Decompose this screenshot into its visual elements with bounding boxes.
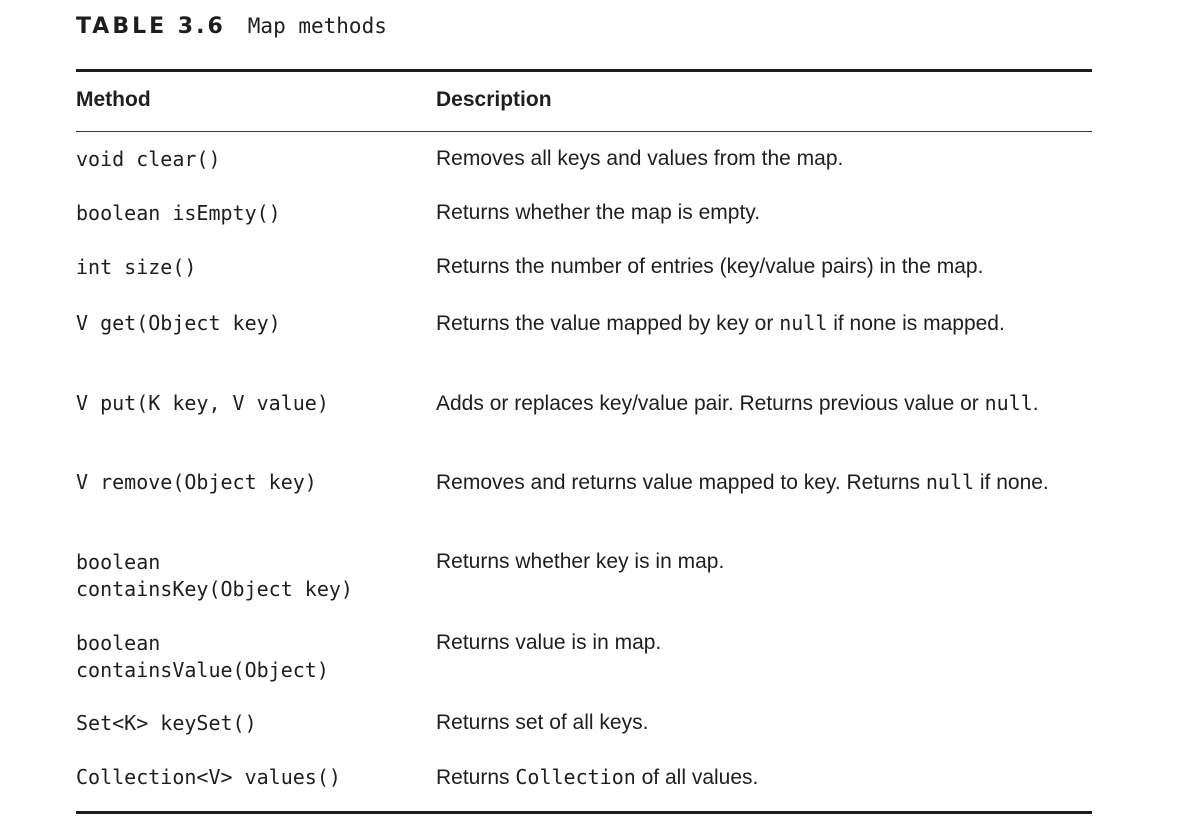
method-line: Set<K> keySet() <box>76 711 257 735</box>
description-cell: Returns whether key is in map. <box>436 549 1086 575</box>
collection-keyword: Collection <box>515 765 636 789</box>
description-text: Returns the value mapped by key or <box>436 312 780 335</box>
description-cell: Returns set of all keys. <box>436 710 1086 736</box>
description-text: Adds or replaces key/value pair. Returns… <box>436 392 985 415</box>
description-text: if none. <box>974 471 1049 494</box>
table-bottom-rule <box>76 811 1092 814</box>
method-cell: boolean containsValue(Object) <box>76 630 426 684</box>
description-text: of all values. <box>635 766 759 789</box>
description-text: if none is mapped. <box>827 312 1005 335</box>
method-cell: void clear() <box>76 146 426 173</box>
table-caption: TABLE 3.6 Map methods <box>76 14 387 39</box>
description-cell: Returns Collection of all values. <box>436 764 1086 791</box>
null-keyword: null <box>984 391 1033 415</box>
table-top-rule <box>76 69 1092 72</box>
method-cell: boolean isEmpty() <box>76 200 426 227</box>
description-text: . <box>1032 392 1039 415</box>
description-text: Returns whether the map is empty. <box>436 201 761 224</box>
null-keyword: null <box>925 470 975 494</box>
description-text: Removes and returns value mapped to key.… <box>436 471 926 494</box>
description-cell: Adds or replaces key/value pair. Returns… <box>436 390 1086 417</box>
method-line: boolean <box>76 550 161 574</box>
description-text: Returns value is in map. <box>436 631 662 654</box>
method-cell: Set<K> keySet() <box>76 710 426 737</box>
method-line: int size() <box>76 255 197 279</box>
table-header-rule <box>76 131 1092 132</box>
method-line: containsKey(Object key) <box>76 577 353 601</box>
method-line: boolean <box>76 631 161 655</box>
method-line: V remove(Object key) <box>76 470 317 494</box>
description-cell: Returns whether the map is empty. <box>436 200 1086 226</box>
description-cell: Returns the value mapped by key or null … <box>436 310 1086 337</box>
table-label: TABLE 3.6 <box>76 14 226 39</box>
description-text: Returns set of all keys. <box>436 711 649 734</box>
header-description: Description <box>436 88 552 111</box>
null-keyword: null <box>779 311 828 335</box>
method-cell: V remove(Object key) <box>76 469 426 496</box>
method-cell: Collection<V> values() <box>76 764 426 791</box>
description-cell: Removes and returns value mapped to key.… <box>436 469 1086 496</box>
description-text: Removes all keys and values from the map… <box>436 147 844 170</box>
method-cell: V put(K key, V value) <box>76 390 426 417</box>
table-title: Map methods <box>247 14 387 38</box>
method-cell: V get(Object key) <box>76 310 426 337</box>
method-line: V put(K key, V value) <box>76 391 329 415</box>
description-cell: Returns value is in map. <box>436 630 1086 656</box>
description-text: Returns <box>436 766 516 789</box>
header-method: Method <box>76 88 151 111</box>
method-line: containsValue(Object) <box>76 658 329 682</box>
method-line: void clear() <box>76 147 221 171</box>
method-cell: int size() <box>76 254 426 281</box>
method-line: V get(Object key) <box>76 311 281 335</box>
description-text: Returns whether key is in map. <box>436 550 725 573</box>
description-text: Returns the number of entries (key/value… <box>436 255 984 278</box>
description-cell: Removes all keys and values from the map… <box>436 146 1086 172</box>
description-cell: Returns the number of entries (key/value… <box>436 254 1086 280</box>
method-cell: boolean containsKey(Object key) <box>76 549 426 603</box>
method-line: boolean isEmpty() <box>76 201 281 225</box>
method-line: Collection<V> values() <box>76 765 341 789</box>
